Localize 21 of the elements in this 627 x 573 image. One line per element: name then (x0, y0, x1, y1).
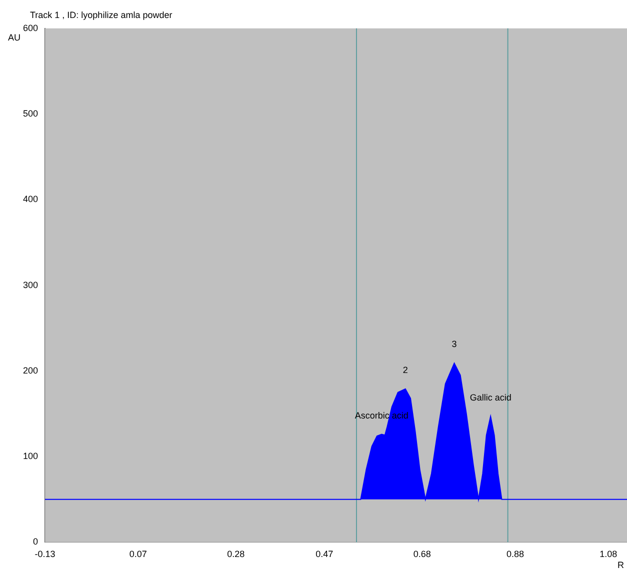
annotation: 2 (402, 364, 408, 375)
chart-title: Track 1 , ID: lyophilize amla powder (30, 10, 172, 20)
x-tick-label: 0.88 (506, 549, 524, 560)
y-tick-label: 400 (22, 194, 38, 204)
x-axis-title: R (618, 560, 624, 570)
annotation: 3 (452, 339, 457, 350)
x-tick-label: 0.07 (129, 549, 147, 560)
y-axis-title: AU (8, 32, 21, 42)
x-tick-label: 0.68 (413, 549, 431, 560)
y-tick-label: 200 (22, 365, 38, 376)
y-tick-label: 300 (22, 280, 38, 290)
annotation: Gallic acid (470, 392, 512, 402)
y-tick-label: 0 (33, 536, 38, 547)
x-tick-label: -0.13 (34, 549, 56, 560)
x-tick-label: 0.28 (227, 549, 245, 560)
annotation: Ascorbic acid (354, 410, 408, 420)
y-tick-label: 500 (22, 108, 38, 119)
x-tick-label: 0.47 (316, 549, 334, 560)
x-tick-label: 1.08 (600, 549, 618, 560)
y-tick-label: 100 (22, 451, 38, 462)
y-tick-label: 600 (22, 22, 38, 33)
